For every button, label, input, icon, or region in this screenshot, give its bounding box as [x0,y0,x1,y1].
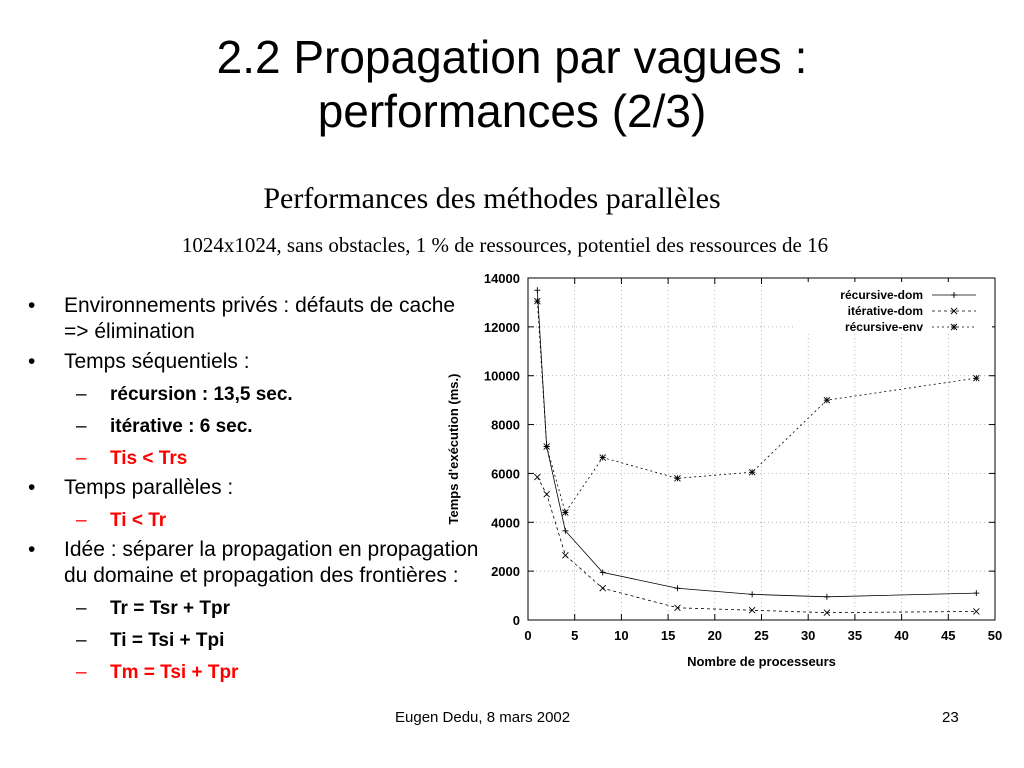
title-line-1: 2.2 Propagation par vagues : [216,31,808,83]
bullet-item: Ti = Tsi + Tpi [22,629,482,653]
bullet-item: Ti < Tr [22,509,482,533]
data-point [534,473,541,481]
bullet-item: Tr = Tsr + Tpr [22,597,482,621]
data-point [823,396,831,404]
bullet-item: Temps séquentiels : [22,349,482,375]
performance-chart: 0 5 10 15 20 25 30 35 40 45 50 0 2000 4000 6000 8000 100… [446,271,1002,669]
y-tick-label: 14000 [484,271,520,286]
y-tick-label: 4000 [491,515,520,530]
bullet-item: Tm = Tsi + Tpr [22,661,482,685]
chart-caption: 1024x1024, sans obstacles, 1 % de ressou… [181,233,829,257]
x-tick-label: 45 [941,628,955,643]
x-tick-label: 5 [571,628,578,643]
y-tick-label: 2000 [491,564,520,579]
x-tick-label: 25 [754,628,768,643]
data-point [674,474,681,482]
data-point [674,604,681,612]
data-point [950,307,958,315]
x-tick-label: 35 [848,628,862,643]
y-tick-label: 10000 [484,369,520,384]
title-line-2: performances (2/3) [317,85,707,137]
y-tick-label: 6000 [491,466,520,481]
data-point [973,608,980,615]
data-point [950,323,958,331]
legend-label: récursive-dom [840,288,923,302]
bullet-item: récursion : 13,5 sec. [22,383,482,407]
x-tick-label: 40 [894,628,908,643]
y-tick-label: 8000 [491,418,520,433]
data-point [748,606,756,614]
data-point [973,374,980,382]
data-point [599,584,607,592]
data-point [599,454,607,461]
legend-box [794,282,992,332]
bullet-list: Environnements privés : défauts de cache… [22,289,482,685]
legend-label: récursive-env [845,320,923,334]
x-tick-label: 30 [801,628,815,643]
x-tick-label: 20 [708,628,722,643]
y-axis-label: Temps d'exécution (ms.) [446,374,461,525]
x-tick-label: 15 [661,628,675,643]
slide-title: 2.2 Propagation par vagues : performance… [0,30,1024,138]
data-point [543,490,550,498]
series-line [536,290,977,598]
legend-label: itérative-dom [848,304,923,318]
page-number: 23 [942,709,959,726]
slide-subtitle: Performances des méthodes parallèles [263,182,721,215]
data-point [823,609,831,616]
x-axis-label: Nombre de processeurs [687,654,836,669]
bullet-item: Temps parallèles : [22,475,482,501]
data-point [562,551,569,559]
series-line [536,476,977,614]
y-tick-label: 12000 [484,320,520,335]
data-point [543,443,550,450]
footer-author: Eugen Dedu, 8 mars 2002 [395,709,571,726]
x-tick-label: 10 [614,628,628,643]
data-point [748,468,756,476]
data-point [534,297,541,305]
bullet-item: Tis < Trs [22,447,482,471]
bullet-item: Environnements privés : défauts de cache… [22,293,482,345]
data-point [562,509,569,516]
x-tick-label: 50 [988,628,1002,643]
y-tick-label: 0 [513,613,520,628]
bullet-item: Idée : séparer la propagation en propaga… [22,537,482,589]
bullet-item: itérative : 6 sec. [22,415,482,439]
x-tick-label: 0 [524,628,531,643]
